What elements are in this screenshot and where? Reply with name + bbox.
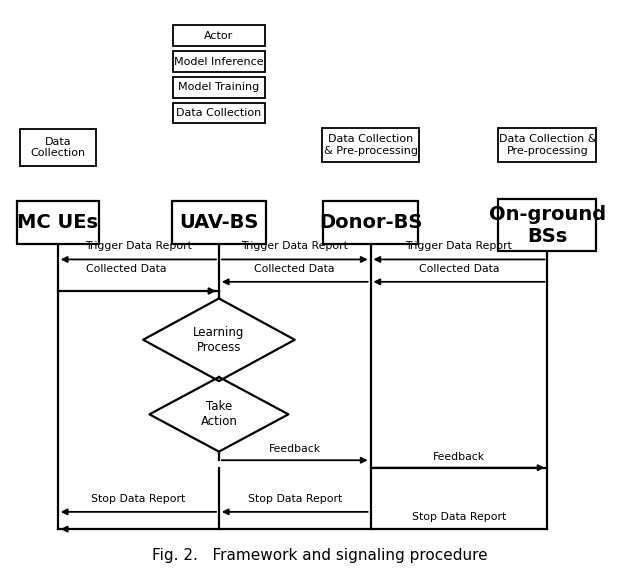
Text: Model Training: Model Training (179, 82, 260, 93)
Text: Stop Data Report: Stop Data Report (92, 494, 186, 505)
Text: UAV-BS: UAV-BS (179, 212, 259, 232)
Text: Donor-BS: Donor-BS (319, 212, 422, 232)
Text: MC UEs: MC UEs (17, 212, 99, 232)
FancyBboxPatch shape (172, 201, 266, 244)
FancyBboxPatch shape (20, 129, 96, 166)
FancyBboxPatch shape (173, 77, 265, 98)
Text: Stop Data Report: Stop Data Report (248, 494, 342, 505)
FancyBboxPatch shape (173, 26, 265, 46)
FancyBboxPatch shape (323, 201, 418, 244)
FancyBboxPatch shape (173, 51, 265, 72)
Text: Data Collection: Data Collection (176, 108, 262, 118)
FancyBboxPatch shape (499, 199, 596, 251)
Text: On-ground
BSs: On-ground BSs (489, 204, 606, 246)
Text: Data Collection &
Pre-processing: Data Collection & Pre-processing (499, 134, 596, 155)
Text: Trigger Data Report: Trigger Data Report (406, 242, 513, 251)
Text: Collected Data: Collected Data (255, 264, 335, 274)
Text: Model Inference: Model Inference (174, 56, 264, 66)
Text: Feedback: Feedback (269, 445, 321, 455)
Text: Fig. 2.   Framework and signaling procedure: Fig. 2. Framework and signaling procedur… (152, 548, 488, 563)
Text: Trigger Data Report: Trigger Data Report (241, 242, 348, 251)
Text: Stop Data Report: Stop Data Report (412, 512, 506, 521)
FancyBboxPatch shape (321, 127, 419, 162)
Polygon shape (143, 299, 295, 381)
Text: Collected Data: Collected Data (419, 264, 499, 274)
Text: Learning
Process: Learning Process (193, 326, 244, 354)
FancyBboxPatch shape (17, 201, 99, 244)
FancyBboxPatch shape (499, 127, 596, 162)
Text: Trigger Data Report: Trigger Data Report (85, 242, 192, 251)
Text: Feedback: Feedback (433, 452, 485, 462)
Text: Actor: Actor (204, 31, 234, 41)
Text: Data Collection
& Pre-processing: Data Collection & Pre-processing (324, 134, 417, 155)
Text: Take
Action: Take Action (200, 400, 237, 428)
FancyBboxPatch shape (173, 103, 265, 123)
Text: Data
Collection: Data Collection (30, 137, 85, 158)
Text: Collected Data: Collected Data (86, 264, 166, 274)
Polygon shape (150, 377, 289, 452)
